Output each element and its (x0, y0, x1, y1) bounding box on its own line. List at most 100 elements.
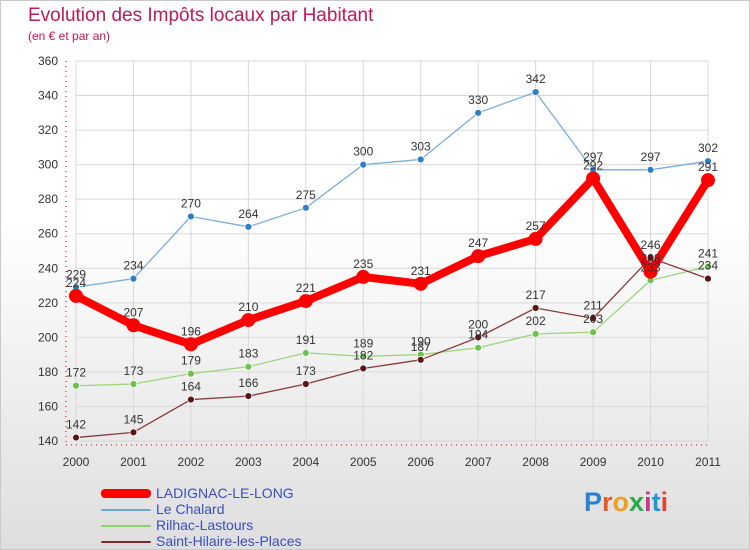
data-point-ladignac-le-long (241, 313, 256, 328)
legend-item-rilhac-lastours: Rilhac-Lastours (101, 517, 361, 533)
data-point-le-chalard (704, 157, 712, 166)
logo-letter: x (629, 487, 645, 517)
data-point-saint-hilaire-les-places (244, 392, 253, 400)
data-label-saint-hilaire-les-places: 217 (526, 288, 546, 302)
y-tick-label: 140 (38, 434, 58, 448)
data-label-le-chalard: 264 (238, 207, 258, 221)
logo-letter: i (660, 487, 669, 517)
chart-title: Evolution des Impôts locaux par Habitant (28, 5, 374, 26)
data-label-rilhac-lastours: 173 (123, 364, 143, 378)
legend-label: Saint-Hilaire-les-Places (156, 533, 302, 549)
legend-swatch (101, 541, 151, 543)
y-tick-label: 220 (38, 296, 58, 310)
data-label-rilhac-lastours: 183 (238, 347, 258, 361)
y-tick-label: 280 (38, 192, 58, 206)
data-point-saint-hilaire-les-places (646, 254, 655, 262)
data-point-rilhac-lastours (187, 369, 195, 378)
data-label-ladignac-le-long: 231 (411, 264, 431, 278)
data-point-saint-hilaire-les-places (359, 364, 368, 373)
x-tick-label: 2003 (235, 455, 262, 469)
data-label-rilhac-lastours: 172 (66, 366, 86, 380)
data-point-saint-hilaire-les-places (474, 333, 483, 342)
data-label-ladignac-le-long: 291 (698, 160, 718, 174)
y-tick-label: 240 (38, 261, 58, 275)
data-label-rilhac-lastours: 203 (583, 312, 603, 326)
data-point-ladignac-le-long (471, 249, 486, 264)
data-point-rilhac-lastours (72, 381, 80, 390)
legend-item-ladignac: LADIGNAC-LE-LONG (101, 485, 361, 501)
data-point-le-chalard (187, 212, 195, 221)
data-label-ladignac-le-long: 235 (353, 257, 373, 271)
data-point-ladignac-le-long (528, 231, 543, 246)
data-label-ladignac-le-long: 292 (583, 158, 603, 172)
data-label-le-chalard: 303 (411, 139, 431, 153)
data-label-saint-hilaire-les-places: 182 (353, 348, 373, 362)
data-label-ladignac-le-long: 238 (641, 252, 661, 266)
data-label-saint-hilaire-les-places: 246 (641, 238, 661, 252)
x-tick-label: 2007 (465, 455, 492, 469)
data-point-ladignac-le-long (183, 337, 198, 352)
legend-swatch (101, 525, 151, 527)
data-label-le-chalard: 234 (123, 259, 143, 273)
data-point-le-chalard (359, 160, 368, 169)
data-label-saint-hilaire-les-places: 164 (181, 380, 201, 394)
data-point-ladignac-le-long (586, 171, 601, 186)
legend-label: Le Chalard (156, 501, 225, 517)
data-point-ladignac-le-long (298, 294, 313, 309)
data-label-rilhac-lastours: 241 (698, 247, 718, 261)
proxiti-logo: Proxiti (584, 487, 668, 518)
x-tick-label: 2009 (580, 455, 607, 469)
x-tick-label: 2006 (407, 455, 434, 469)
legend-label: LADIGNAC-LE-LONG (156, 485, 294, 501)
chart-subtitle: (en € et par an) (28, 29, 111, 43)
legend-label: Rilhac-Lastours (156, 517, 254, 533)
data-label-rilhac-lastours: 191 (296, 333, 316, 347)
y-tick-label: 200 (38, 330, 58, 344)
data-point-ladignac-le-long (126, 318, 141, 333)
series-line-le-chalard (75, 91, 709, 288)
data-point-le-chalard (531, 88, 540, 96)
legend-swatch (101, 509, 151, 511)
logo-letter: t (651, 487, 661, 517)
data-label-le-chalard: 330 (468, 93, 488, 107)
data-label-saint-hilaire-les-places: 173 (296, 364, 316, 378)
data-label-rilhac-lastours: 194 (468, 328, 488, 342)
data-point-rilhac-lastours (474, 343, 483, 352)
x-tick-label: 2010 (637, 455, 664, 469)
data-point-le-chalard (244, 222, 253, 231)
data-point-saint-hilaire-les-places (589, 314, 597, 323)
data-point-ladignac-le-long (69, 288, 83, 303)
data-point-rilhac-lastours (301, 349, 310, 357)
data-point-le-chalard (301, 203, 310, 212)
legend-swatch (101, 489, 151, 498)
data-point-rilhac-lastours (359, 352, 368, 361)
data-label-saint-hilaire-les-places: 187 (411, 340, 431, 354)
data-point-saint-hilaire-les-places (531, 304, 540, 312)
x-tick-label: 2001 (120, 455, 147, 469)
legend-item-le-chalard: Le Chalard (101, 501, 361, 517)
data-label-saint-hilaire-les-places: 211 (584, 298, 603, 312)
legend: LADIGNAC-LE-LONG Le Chalard Rilhac-Lasto… (101, 485, 361, 549)
data-point-le-chalard (129, 274, 138, 283)
data-point-le-chalard (416, 155, 425, 164)
data-label-ladignac-le-long: 210 (238, 300, 258, 314)
y-tick-label: 180 (38, 365, 58, 379)
data-point-saint-hilaire-les-places (704, 274, 712, 283)
data-point-saint-hilaire-les-places (301, 380, 310, 388)
legend-item-saint-hilaire: Saint-Hilaire-les-Places (101, 533, 361, 549)
data-label-le-chalard: 342 (526, 72, 546, 86)
data-point-le-chalard (646, 165, 655, 174)
data-label-ladignac-le-long: 247 (468, 236, 488, 250)
data-point-ladignac-le-long (643, 264, 658, 279)
data-label-ladignac-le-long: 257 (526, 219, 546, 233)
data-point-saint-hilaire-les-places (416, 355, 425, 364)
data-label-rilhac-lastours: 189 (353, 336, 373, 350)
data-point-saint-hilaire-les-places (187, 395, 195, 404)
data-label-le-chalard: 302 (698, 141, 718, 155)
y-tick-label: 300 (38, 158, 58, 172)
data-point-ladignac-le-long (413, 276, 428, 291)
data-label-ladignac-le-long: 207 (123, 305, 143, 319)
x-tick-label: 2011 (695, 455, 721, 469)
